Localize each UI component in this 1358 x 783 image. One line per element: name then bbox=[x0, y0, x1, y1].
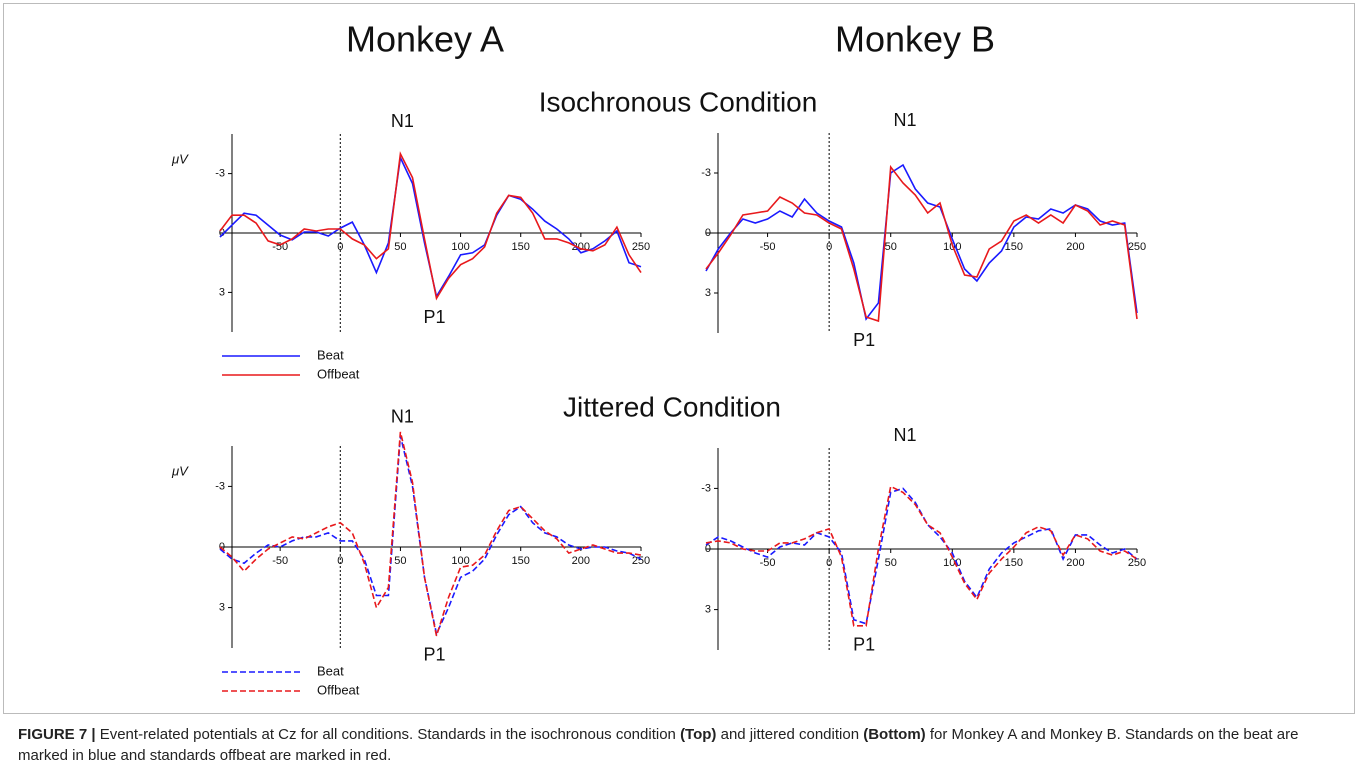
y-tick-label: -3 bbox=[701, 167, 711, 179]
condition-title: Isochronous Condition bbox=[539, 86, 818, 117]
x-tick-label: 200 bbox=[572, 555, 590, 567]
y-tick-label: 3 bbox=[705, 287, 711, 299]
erp-line bbox=[705, 485, 1138, 627]
peak-label: P1 bbox=[423, 645, 445, 665]
y-tick-label: -3 bbox=[701, 482, 711, 494]
column-title: Monkey A bbox=[346, 19, 504, 60]
x-tick-label: 0 bbox=[337, 555, 343, 567]
peak-label: P1 bbox=[853, 634, 875, 654]
x-tick-label: 150 bbox=[1005, 557, 1023, 569]
x-tick-label: 100 bbox=[451, 241, 469, 253]
erp-line bbox=[219, 431, 642, 637]
x-tick-label: 0 bbox=[826, 241, 832, 253]
y-axis-label: μV bbox=[171, 151, 189, 166]
x-tick-label: -50 bbox=[760, 241, 776, 253]
y-tick-label: 3 bbox=[705, 604, 711, 616]
y-tick-label: 3 bbox=[219, 602, 225, 614]
x-tick-label: 50 bbox=[885, 241, 897, 253]
x-tick-label: 200 bbox=[1066, 557, 1084, 569]
y-tick-label: 3 bbox=[219, 286, 225, 298]
x-tick-label: 50 bbox=[394, 555, 406, 567]
legend-label: Offbeat bbox=[317, 366, 360, 381]
erp-line bbox=[705, 163, 1138, 321]
x-tick-label: 50 bbox=[394, 241, 406, 253]
legend-label: Offbeat bbox=[317, 682, 360, 697]
erp-line bbox=[219, 155, 642, 299]
x-tick-label: 250 bbox=[1128, 557, 1146, 569]
y-tick-label: -3 bbox=[215, 480, 225, 492]
condition-title: Jittered Condition bbox=[563, 391, 781, 422]
x-tick-label: 100 bbox=[451, 555, 469, 567]
y-tick-label: 0 bbox=[219, 227, 225, 239]
x-tick-label: -50 bbox=[760, 557, 776, 569]
caption-text: for Monkey A and Monkey B. Standards on … bbox=[18, 726, 1299, 764]
erp-line bbox=[705, 164, 1138, 323]
y-tick-label: -3 bbox=[215, 168, 225, 180]
peak-label: P1 bbox=[423, 307, 445, 327]
peak-label: P1 bbox=[853, 330, 875, 350]
caption-text: (Bottom) bbox=[863, 726, 926, 743]
x-tick-label: -50 bbox=[272, 555, 288, 567]
x-tick-label: 200 bbox=[1066, 241, 1084, 253]
x-tick-label: 150 bbox=[512, 555, 530, 567]
caption-text: (Top) bbox=[680, 726, 717, 743]
y-tick-label: 0 bbox=[219, 541, 225, 553]
y-tick-label: 0 bbox=[705, 543, 711, 555]
caption-label: FIGURE 7 | bbox=[18, 726, 96, 743]
x-tick-label: 250 bbox=[632, 241, 650, 253]
x-tick-label: 0 bbox=[337, 241, 343, 253]
peak-label: N1 bbox=[391, 111, 414, 131]
caption-text: and jittered condition bbox=[716, 726, 864, 743]
caption: FIGURE 7 | Event-related potentials at C… bbox=[18, 724, 1338, 766]
figure: Monkey A Monkey B Isochronous Condition … bbox=[171, 19, 1146, 698]
x-tick-label: 250 bbox=[632, 555, 650, 567]
caption-text: Event-related potentials at Cz for all c… bbox=[95, 726, 681, 743]
x-tick-label: 150 bbox=[512, 241, 530, 253]
x-tick-label: 250 bbox=[1128, 241, 1146, 253]
y-tick-label: 0 bbox=[705, 227, 711, 239]
figure-frame bbox=[3, 3, 1355, 714]
x-tick-label: 0 bbox=[826, 557, 832, 569]
peak-label: N1 bbox=[894, 110, 917, 130]
peak-label: N1 bbox=[391, 407, 414, 427]
y-axis-label: μV bbox=[171, 463, 189, 478]
erp-line bbox=[219, 151, 642, 301]
x-tick-label: 150 bbox=[1005, 241, 1023, 253]
peak-label: N1 bbox=[894, 425, 917, 445]
x-tick-label: 50 bbox=[885, 557, 897, 569]
legend-label: Beat bbox=[317, 347, 344, 362]
column-title: Monkey B bbox=[835, 19, 995, 60]
legend-label: Beat bbox=[317, 663, 344, 678]
